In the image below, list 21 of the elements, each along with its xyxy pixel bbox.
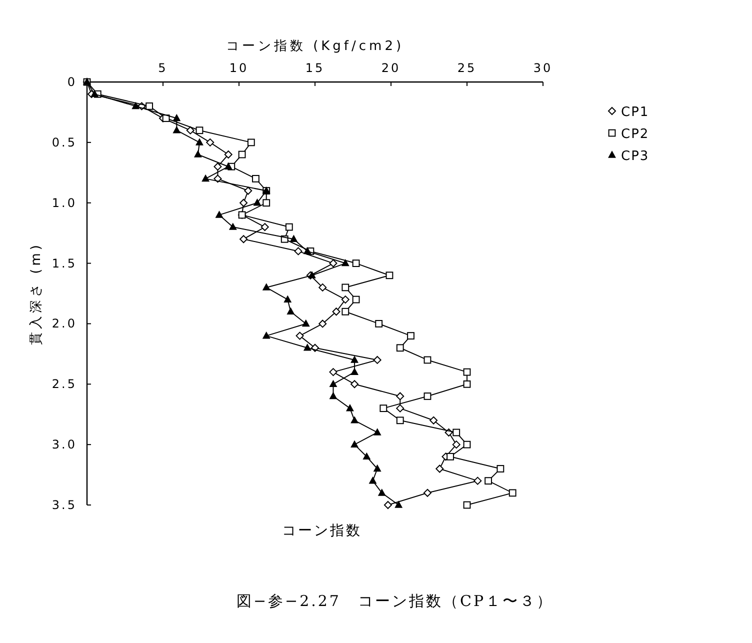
y-axis-title: 貫入深さ (m): [29, 242, 44, 345]
y-tick-label: 2.5: [52, 377, 77, 392]
legend-label: CP2: [621, 127, 650, 142]
x-tick-label: 20: [381, 61, 401, 75]
y-tick-label: 2.0: [52, 316, 77, 331]
y-tick-label: 0.5: [52, 135, 77, 150]
legend-label: CP3: [621, 149, 650, 164]
y-tick-label: 3.5: [52, 498, 77, 512]
text: コーン指数: [282, 523, 362, 539]
y-tick-label: 1.0: [52, 196, 77, 210]
x-tick-label: 15: [305, 61, 325, 75]
x-tick-label: 5: [158, 61, 168, 75]
y-tick-label: 3.0: [52, 438, 77, 452]
x-axis-title: コーン指数 (Kgf/cm2): [226, 39, 404, 54]
legend-label: CP1: [621, 105, 650, 120]
y-tick-label: 1.5: [52, 256, 77, 270]
x-tick-label: 30: [533, 61, 553, 75]
x-tick-label: 25: [457, 61, 477, 75]
x-tick-label: 10: [229, 61, 249, 75]
text: 図−参−2.27 コーン指数（CP１〜３）: [236, 592, 554, 610]
y-tick-label: 0: [67, 75, 77, 89]
